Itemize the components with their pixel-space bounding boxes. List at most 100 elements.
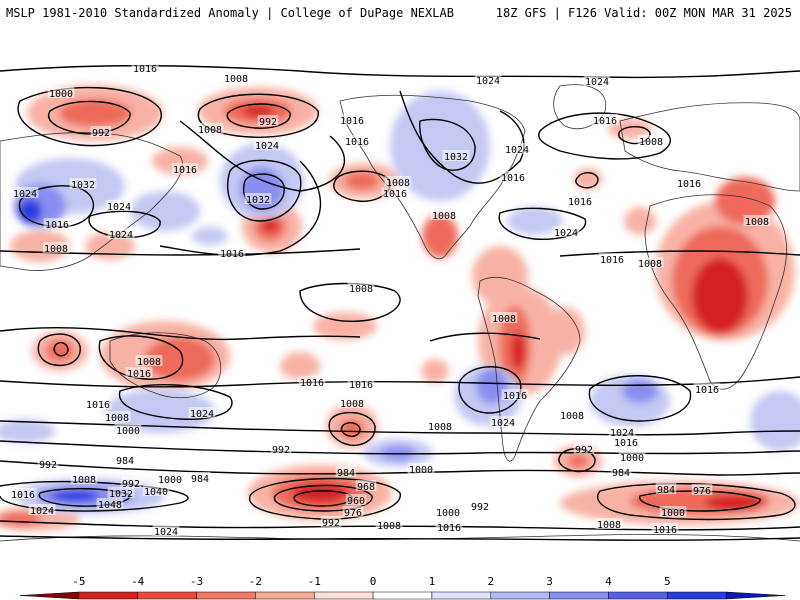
contour-label-bg bbox=[469, 500, 491, 511]
contour-label: 1008 bbox=[597, 520, 621, 531]
contour-label: 960 bbox=[347, 496, 365, 507]
map-title: MSLP 1981-2010 Standardized Anomaly | Co… bbox=[6, 6, 454, 20]
contour-label-bg bbox=[218, 247, 246, 258]
contour-label-bg bbox=[434, 506, 462, 517]
contour-label-bg bbox=[135, 355, 163, 366]
contour-label: 1016 bbox=[340, 116, 364, 127]
contour-label: 1016 bbox=[383, 189, 407, 200]
contour-label: 1032 bbox=[71, 180, 95, 191]
contour-label-bg bbox=[566, 195, 594, 206]
colorbar-swatch bbox=[490, 591, 550, 600]
colorbar-tick-label: 0 bbox=[370, 575, 377, 588]
contour-label-bg bbox=[343, 135, 371, 146]
contour-label: 992 bbox=[272, 445, 290, 456]
contour-label: 992 bbox=[122, 479, 140, 490]
contour-label: 976 bbox=[693, 486, 711, 497]
contour-label-bg bbox=[608, 426, 636, 437]
contour-label: 1032 bbox=[109, 489, 133, 500]
contour-label-bg bbox=[659, 506, 687, 517]
contour-label-bg bbox=[171, 163, 199, 174]
colorbar-swatches bbox=[19, 591, 786, 600]
contour-label: 984 bbox=[657, 485, 675, 496]
contour-label: 1024 bbox=[30, 506, 54, 517]
contour-label: 992 bbox=[322, 518, 340, 529]
contour-label-bg bbox=[384, 176, 412, 187]
contour-label-bg bbox=[435, 521, 463, 532]
contour-label: 1024 bbox=[491, 418, 515, 429]
contour-label: 1024 bbox=[13, 189, 37, 200]
contour-label-bg bbox=[583, 75, 611, 86]
colorbar-swatch bbox=[431, 591, 492, 600]
contour-label-bg bbox=[28, 504, 56, 515]
contour-label: 1008 bbox=[198, 125, 222, 136]
contour-label: 1016 bbox=[614, 438, 638, 449]
contour-label: 1016 bbox=[503, 391, 527, 402]
contour-label-bg bbox=[37, 458, 59, 469]
contour-label-bg bbox=[430, 209, 458, 220]
contour-label: 1016 bbox=[695, 385, 719, 396]
contour-label-bg bbox=[338, 114, 366, 125]
model-valid-time: 18Z GFS | F126 Valid: 00Z MON MAR 31 202… bbox=[495, 6, 792, 20]
contour-label-bg bbox=[120, 477, 142, 488]
contour-label-bg bbox=[270, 443, 292, 454]
contour-label: 992 bbox=[39, 460, 57, 471]
contour-label-bg bbox=[142, 485, 170, 496]
contour-label-bg bbox=[189, 472, 211, 483]
contour-label-bg bbox=[612, 436, 640, 447]
contour-label: 1008 bbox=[560, 411, 584, 422]
contour-label-bg bbox=[105, 200, 133, 211]
contour-label-bg bbox=[489, 416, 517, 427]
contour-label: 1016 bbox=[501, 173, 525, 184]
contour-label: 1024 bbox=[610, 428, 634, 439]
contour-label: 1016 bbox=[677, 179, 701, 190]
contour-label: 992 bbox=[92, 128, 110, 139]
colorbar-tick-label: -4 bbox=[131, 575, 145, 588]
contour-label: 984 bbox=[337, 468, 355, 479]
contour-label-bg bbox=[552, 226, 580, 237]
contour-label-bg bbox=[11, 187, 39, 198]
contour-label-bg bbox=[375, 519, 403, 530]
contour-label: 1016 bbox=[300, 378, 324, 389]
contour-label: 1024 bbox=[154, 527, 178, 538]
contour-label-bg bbox=[503, 143, 531, 154]
contour-label-bg bbox=[103, 411, 131, 422]
contour-label: 1016 bbox=[437, 523, 461, 534]
colorbar-swatch bbox=[549, 591, 609, 600]
contour-label: 992 bbox=[575, 445, 593, 456]
contour-label: 1008 bbox=[105, 413, 129, 424]
contour-label-bg bbox=[610, 466, 632, 477]
contour-label-bg bbox=[407, 463, 435, 474]
contour-label: 1024 bbox=[255, 141, 279, 152]
contour-label: 984 bbox=[116, 456, 134, 467]
colorbar-tick-label: -1 bbox=[308, 575, 321, 588]
contour-label-bg bbox=[69, 178, 97, 189]
contour-label: 1040 bbox=[144, 487, 168, 498]
contour-label-bg bbox=[114, 454, 136, 465]
colorbar-tick-label: 2 bbox=[487, 575, 494, 588]
colorbar-swatch bbox=[137, 591, 197, 600]
contour-label-bg bbox=[196, 123, 224, 134]
contour-label: 1008 bbox=[349, 284, 373, 295]
header-bar: MSLP 1981-2010 Standardized Anomaly | Co… bbox=[0, 0, 800, 30]
contour-label-bg bbox=[131, 62, 159, 73]
contour-label: 1024 bbox=[109, 230, 133, 241]
contour-label-bg bbox=[490, 312, 518, 323]
contour-label-bg bbox=[501, 389, 529, 400]
contour-label: 984 bbox=[612, 468, 630, 479]
contour-label-bg bbox=[618, 451, 646, 462]
contour-label: 1032 bbox=[444, 152, 468, 163]
contour-label-bg bbox=[474, 74, 502, 85]
contour-label-bg bbox=[70, 473, 98, 484]
colorbar-swatch bbox=[608, 591, 668, 600]
contour-label-bg bbox=[442, 150, 470, 161]
contour-label: 1008 bbox=[639, 137, 663, 148]
contour-label: 1016 bbox=[653, 525, 677, 536]
colorbar-tick-label: 5 bbox=[664, 575, 671, 588]
contour-label-bg bbox=[637, 135, 665, 146]
contour-label-bg bbox=[9, 488, 37, 499]
colorbar-swatch bbox=[725, 591, 786, 600]
contour-label: 1016 bbox=[86, 400, 110, 411]
contour-label-bg bbox=[743, 215, 771, 226]
contour-label-bg bbox=[107, 228, 135, 239]
colorbar-swatch bbox=[313, 591, 374, 600]
